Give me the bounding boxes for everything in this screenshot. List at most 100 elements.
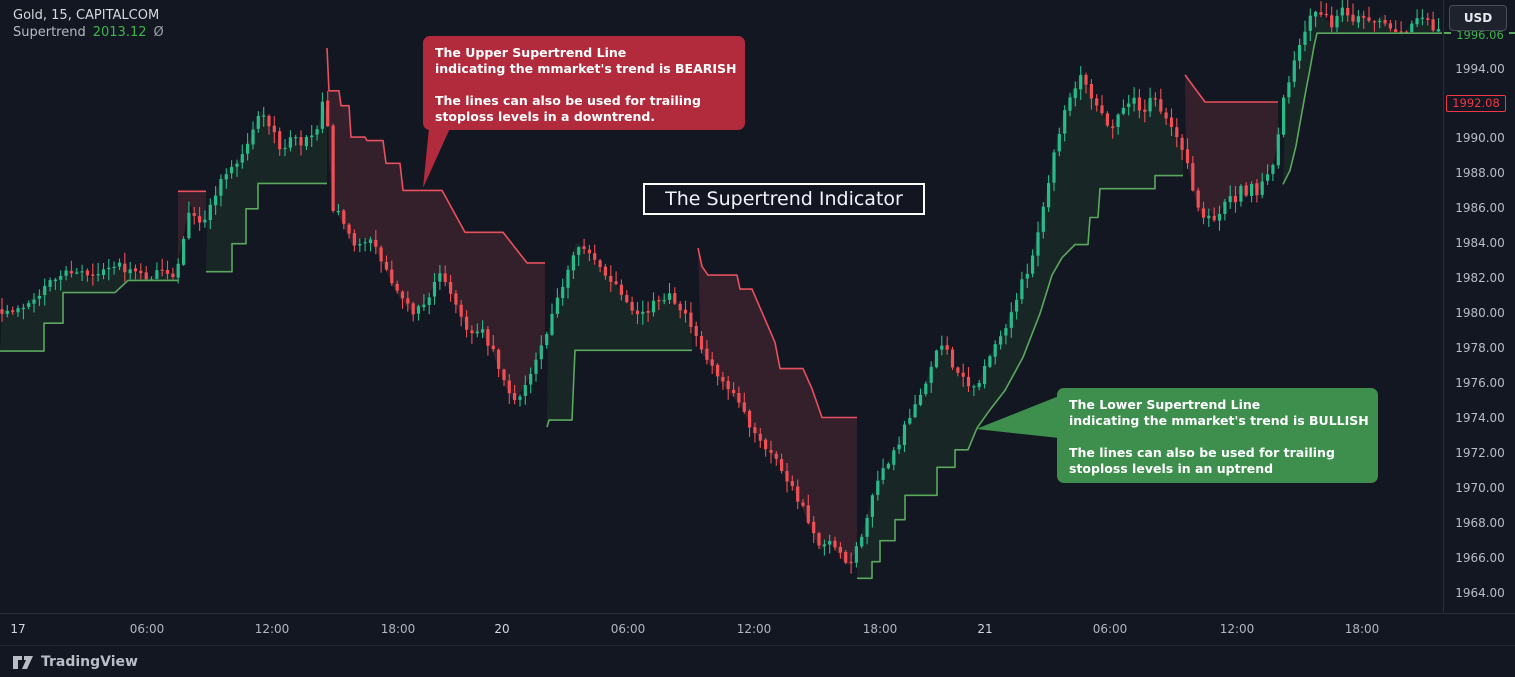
bullish-candle [1228, 196, 1232, 203]
bearish-candle [123, 263, 127, 273]
bearish-candle [400, 291, 405, 299]
bullish-candle [251, 129, 255, 145]
tradingview-brand-link[interactable]: TradingView [12, 654, 138, 670]
chart-title-text: The Supertrend Indicator [665, 188, 903, 210]
bullish-candle [208, 204, 212, 221]
chart-title-annotation[interactable]: The Supertrend Indicator [643, 183, 925, 215]
downtrend-fill-zone [1185, 74, 1278, 218]
bearish-candle [299, 137, 303, 146]
bullish-candle [363, 242, 367, 244]
bearish-candle [844, 551, 848, 563]
bullish-candle [214, 195, 218, 206]
bearish-candle [352, 233, 356, 246]
bullish-candle [262, 115, 266, 117]
bullish-candle [59, 276, 63, 280]
footer-bar: TradingView [0, 645, 1515, 677]
tradingview-brand-text: TradingView [41, 654, 138, 670]
indicator-name: Supertrend [13, 25, 86, 40]
bearish-candle [1431, 19, 1435, 31]
bullish-candle [988, 356, 992, 367]
bullish-candle [96, 274, 100, 276]
bearish-candle [1346, 8, 1350, 16]
bearish-candle [673, 293, 677, 304]
time-tick-hour: 06:00 [129, 622, 165, 636]
bearish-candle [950, 349, 955, 368]
supertrend-line-down[interactable] [697, 247, 857, 419]
symbol-title: Gold, 15, CAPITALCOM [13, 8, 160, 23]
bullish-candle [219, 179, 223, 196]
bullish-candle [1282, 97, 1286, 135]
bearish-candle [769, 450, 773, 453]
bullish-candle [475, 331, 479, 334]
bullish-candle [32, 299, 36, 304]
bullish-callout[interactable]: The Lower Supertrend Line indicating the… [1057, 388, 1378, 483]
bullish-candle [1436, 29, 1441, 32]
currency-toggle-button[interactable]: USD [1449, 5, 1507, 31]
supertrend-line-up[interactable] [857, 174, 1183, 580]
price-tick-label: 1986.00 [1455, 200, 1505, 215]
bullish-candle [571, 255, 575, 271]
bullish-candle [155, 270, 159, 279]
symbol-legend-row[interactable]: Gold, 15, CAPITALCOM [13, 7, 164, 24]
bullish-candle [235, 163, 239, 167]
price-axis[interactable]: 1964.00 1966.00 1968.00 1970.00 1972.00 1974.… [1443, 0, 1515, 612]
supertrend-line-up[interactable] [1282, 32, 1442, 185]
bearish-callout[interactable]: The Upper Supertrend Line indicating the… [423, 36, 745, 130]
bullish-candle [1132, 97, 1136, 104]
indicator-visibility-icon[interactable]: Ø [153, 25, 164, 40]
bearish-candle [1399, 31, 1403, 33]
bearish-candle [849, 561, 853, 564]
bullish-candle [1260, 181, 1264, 195]
bullish-candle [534, 359, 538, 374]
callout-line: stoploss levels in an uptrend [1069, 461, 1274, 476]
downtrend-fill-zone [698, 248, 857, 565]
bullish-candle [1298, 45, 1302, 61]
supertrend-line-down[interactable] [1184, 74, 1278, 103]
bullish-candle [112, 266, 116, 268]
bearish-candle [1319, 12, 1323, 15]
bearish-candle [593, 253, 597, 260]
bullish-candle [1303, 31, 1307, 45]
bearish-candle [1196, 190, 1200, 208]
bullish-candle [860, 536, 864, 547]
bearish-candle [470, 330, 474, 334]
bullish-candle [304, 136, 308, 147]
bearish-candle [278, 131, 282, 150]
supertrend-line-up[interactable] [546, 349, 692, 428]
bullish-candle [256, 116, 260, 129]
bullish-candle [75, 272, 79, 274]
bearish-candle [411, 303, 415, 315]
indicator-legend-row[interactable]: Supertrend 2013.12 Ø [13, 24, 164, 41]
bearish-candle [1362, 15, 1366, 18]
bearish-candle [1212, 215, 1216, 221]
bearish-candle [646, 311, 650, 313]
bearish-candle [513, 393, 517, 401]
bullish-candle [561, 286, 565, 298]
time-axis[interactable]: 17 06:00 12:00 18:00 20 06:00 12:00 18:00 21 06:0… [0, 613, 1515, 645]
time-tick-hour: 06:00 [610, 622, 646, 636]
bullish-candle [43, 285, 47, 296]
bullish-candle [358, 243, 362, 246]
bearish-candle [1388, 23, 1392, 29]
bearish-candle [497, 349, 501, 369]
supertrend-line-up[interactable] [206, 182, 327, 273]
bullish-candle [1308, 15, 1312, 31]
bearish-candle [465, 316, 469, 330]
supertrend-line-down[interactable] [326, 47, 545, 264]
bullish-candle [555, 297, 559, 314]
bullish-candle [246, 143, 250, 154]
bullish-candle [21, 307, 25, 309]
bullish-candle [518, 396, 522, 400]
bullish-candle [822, 544, 826, 547]
bullish-candle [182, 239, 186, 265]
bearish-candle [390, 269, 394, 284]
downtrend-fill-zone [327, 48, 545, 400]
bullish-candle [934, 350, 939, 368]
bearish-candle [838, 546, 842, 553]
indicator-value: 2013.12 [92, 25, 147, 40]
time-tick-hour: 06:00 [1092, 622, 1128, 636]
bearish-candle [812, 521, 816, 534]
candlestick-chart-canvas[interactable] [0, 0, 1442, 612]
supertrend-line-up[interactable] [0, 279, 178, 352]
bullish-candle [1250, 184, 1254, 196]
